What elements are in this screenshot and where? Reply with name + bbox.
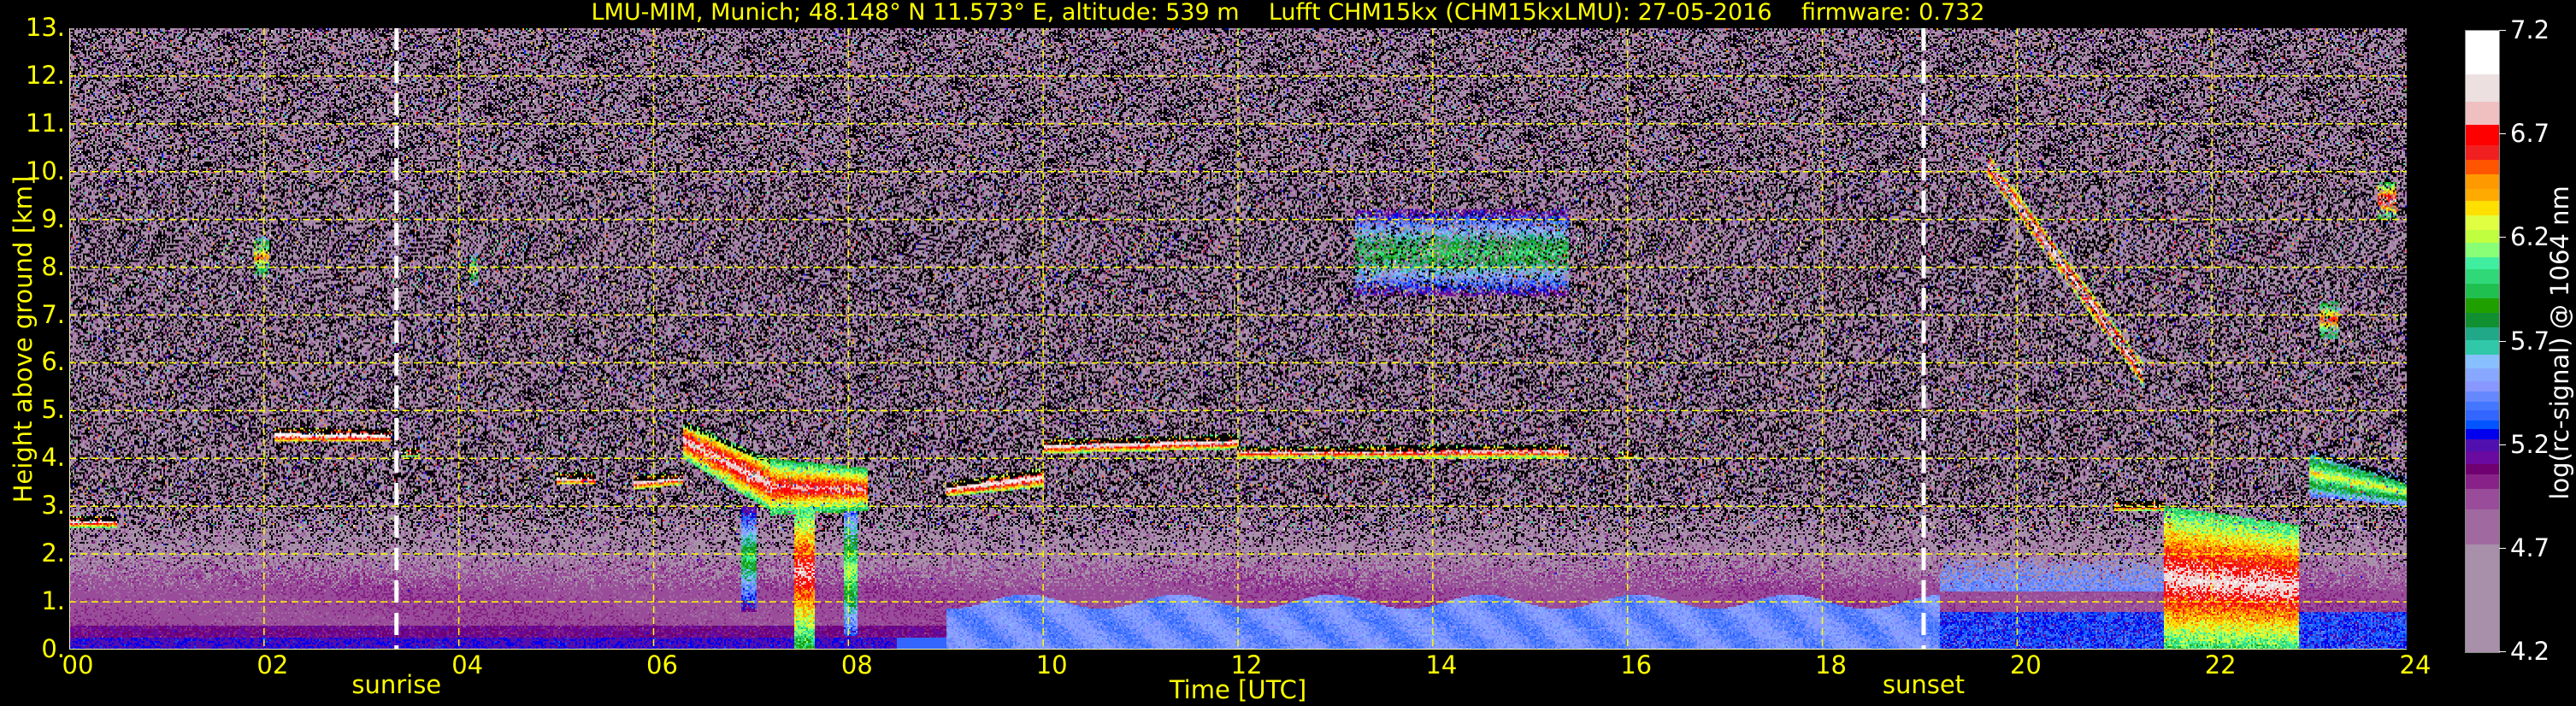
colorbar-band xyxy=(2466,409,2499,421)
colorbar-tick-label: 4.7 xyxy=(2510,532,2550,562)
colorbar-band xyxy=(2466,297,2499,314)
x-tick-label: 04 xyxy=(451,650,484,680)
colorbar-band xyxy=(2466,488,2499,510)
colorbar-band xyxy=(2466,101,2499,125)
annotation-sunset: sunset xyxy=(1882,670,1966,699)
x-tick-label: 10 xyxy=(1035,650,1068,680)
colorbar-band xyxy=(2466,215,2499,231)
x-tick-label: 20 xyxy=(2009,650,2042,680)
colorbar-tick-mark xyxy=(2499,237,2506,238)
y-tick-label: 4. xyxy=(41,443,65,473)
colorbar-band xyxy=(2466,420,2499,429)
grid-overlay xyxy=(69,28,2407,650)
y-tick-label: 13. xyxy=(25,13,65,42)
colorbar-band xyxy=(2466,509,2499,545)
y-tick-label: 5. xyxy=(41,395,65,425)
chart-title: LMU-MIM, Munich; 48.148° N 11.573° E, al… xyxy=(591,0,1985,26)
x-tick-label: 22 xyxy=(2204,650,2237,680)
x-tick-label: 06 xyxy=(646,650,678,680)
y-tick-label: 3. xyxy=(41,491,65,521)
colorbar-band xyxy=(2466,463,2499,475)
colorbar-band xyxy=(2466,368,2499,382)
y-tick-label: 8. xyxy=(41,251,65,281)
colorbar-band xyxy=(2466,544,2499,653)
colorbar-band xyxy=(2466,474,2499,490)
x-tick-label: 24 xyxy=(2399,650,2432,680)
plot-area xyxy=(69,28,2407,650)
x-tick-label: 18 xyxy=(1815,650,1847,680)
colorbar-tick-label: 5.2 xyxy=(2510,429,2550,459)
colorbar-band xyxy=(2466,188,2499,202)
colorbar-band xyxy=(2466,391,2499,403)
colorbar-band xyxy=(2466,339,2499,355)
x-tick-label: 02 xyxy=(256,650,289,680)
colorbar-tick-label: 6.7 xyxy=(2510,119,2550,149)
y-tick-label: 9. xyxy=(41,203,65,233)
colorbar-band xyxy=(2466,74,2499,102)
colorbar-band xyxy=(2466,256,2499,270)
colorbar-tick-mark xyxy=(2499,651,2506,652)
colorbar-band xyxy=(2466,242,2499,257)
x-tick-label: 16 xyxy=(1620,650,1653,680)
colorbar-band xyxy=(2466,312,2499,328)
y-tick-label: 1. xyxy=(41,586,65,616)
colorbar-band xyxy=(2466,354,2499,369)
colorbar-band xyxy=(2466,401,2499,410)
colorbar-band xyxy=(2466,283,2499,299)
x-axis-label: Time [UTC] xyxy=(1169,675,1307,704)
colorbar-band xyxy=(2466,159,2499,174)
colorbar-band xyxy=(2466,229,2499,243)
y-tick-label: 7. xyxy=(41,299,65,329)
colorbar-band xyxy=(2466,174,2499,189)
colorbar-band xyxy=(2466,124,2499,145)
colorbar-band xyxy=(2466,268,2499,285)
colorbar-tick-mark xyxy=(2499,547,2506,549)
y-tick-label: 2. xyxy=(41,538,65,568)
colorbar-tick-mark xyxy=(2499,133,2506,135)
y-tick-label: 12. xyxy=(25,60,65,90)
colorbar-tick-label: 7.2 xyxy=(2510,15,2550,44)
colorbar-band xyxy=(2466,438,2499,452)
colorbar-band xyxy=(2466,31,2499,75)
colorbar-band xyxy=(2466,327,2499,340)
colorbar-tick-mark xyxy=(2499,30,2506,31)
y-tick-label: 0. xyxy=(41,634,65,663)
y-axis-label: Height above ground [km] xyxy=(9,175,38,503)
colorbar xyxy=(2465,30,2500,653)
colorbar-tick-label: 5.7 xyxy=(2510,326,2550,356)
colorbar-band xyxy=(2466,144,2499,160)
colorbar-band xyxy=(2466,450,2499,464)
annotation-sunrise: sunrise xyxy=(351,670,442,699)
colorbar-tick-label: 4.2 xyxy=(2510,637,2550,666)
colorbar-tick-label: 6.2 xyxy=(2510,222,2550,252)
colorbar-band xyxy=(2466,380,2499,392)
colorbar-tick-mark xyxy=(2499,444,2506,445)
x-tick-label: 14 xyxy=(1425,650,1458,680)
x-tick-label: 12 xyxy=(1230,650,1263,680)
colorbar-band xyxy=(2466,428,2499,439)
colorbar-label: log(rc-signal) @ 1064 nm xyxy=(2545,185,2574,500)
colorbar-band xyxy=(2466,200,2499,216)
y-tick-label: 6. xyxy=(41,347,65,377)
y-tick-label: 10. xyxy=(25,156,65,185)
colorbar-tick-mark xyxy=(2499,340,2506,342)
x-tick-label: 00 xyxy=(62,650,94,680)
y-tick-label: 11. xyxy=(25,108,65,138)
x-tick-label: 08 xyxy=(840,650,873,680)
